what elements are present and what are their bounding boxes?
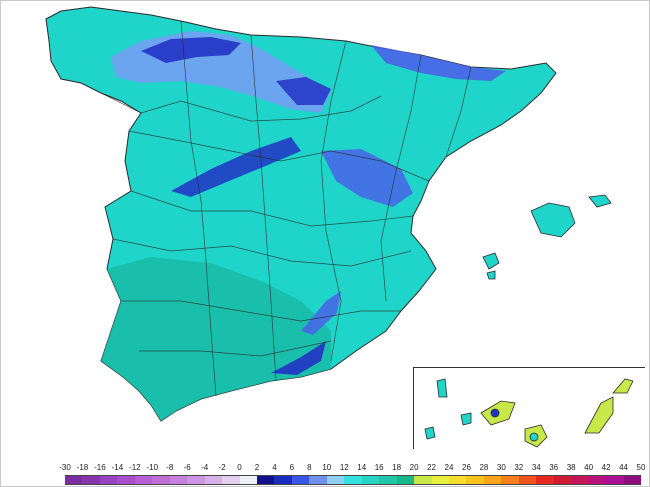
scale-swatch <box>204 476 223 484</box>
scale-tick-label: 10 <box>322 463 332 472</box>
scale-swatch <box>99 476 118 484</box>
scale-swatch <box>379 476 397 484</box>
scale-swatch <box>65 476 83 484</box>
scale-tick-label: -6 <box>183 463 191 472</box>
scale-swatch <box>326 476 345 484</box>
scale-tick-label: 44 <box>619 463 628 472</box>
scale-tick-label: -14 <box>111 463 124 472</box>
scale-swatch <box>291 476 310 484</box>
formentera-island <box>486 270 496 280</box>
scale-swatch <box>222 476 240 484</box>
scale-swatch <box>361 476 380 484</box>
menorca-island <box>588 194 612 208</box>
scale-swatch <box>134 476 153 484</box>
central-system-cold <box>171 137 301 197</box>
scale-tick-label: -30 <box>59 463 71 472</box>
scale-swatch <box>256 476 275 484</box>
scale-tick-label: -4 <box>201 463 209 472</box>
scale-swatch <box>396 476 415 484</box>
betic-cold <box>301 291 341 335</box>
mallorca-island <box>530 202 576 238</box>
map-canvas <box>45 6 634 448</box>
scale-swatch <box>518 476 537 484</box>
scale-tick-label: -8 <box>166 463 174 472</box>
scale-swatch <box>431 476 449 484</box>
cantabrian-deep-cold <box>141 37 241 63</box>
iberian-system-cold <box>321 149 413 207</box>
south-warm-zone <box>101 257 331 421</box>
canary-inset-frame <box>413 367 645 449</box>
canary-islands <box>424 378 634 448</box>
scale-tick-label: 14 <box>357 463 367 472</box>
scale-swatch <box>553 476 572 484</box>
scale-swatch <box>448 476 467 484</box>
scale-tick-label: 2 <box>254 463 260 472</box>
scale-tick-label: 12 <box>339 463 349 472</box>
scale-tick-label: 18 <box>392 463 402 472</box>
scale-tick-label: 8 <box>307 463 312 472</box>
scale-swatch <box>169 476 188 484</box>
province-borders <box>100 20 472 397</box>
scale-swatch <box>187 476 205 484</box>
ibiza-island <box>482 252 500 270</box>
scale-tick-label: 26 <box>462 463 471 472</box>
scale-tick-label: 24 <box>444 463 454 472</box>
scale-swatch <box>414 476 432 484</box>
scale-swatch <box>152 476 170 484</box>
scale-tick-label: -2 <box>218 463 226 472</box>
scale-tick-label: 42 <box>601 463 611 472</box>
scale-swatch <box>623 476 641 484</box>
scale-tick-label: 34 <box>531 463 541 472</box>
scale-tick-label: 22 <box>427 463 436 472</box>
scale-swatch <box>606 476 624 484</box>
scale-tick-label: -16 <box>94 463 106 472</box>
scale-tick-label: -12 <box>129 463 141 472</box>
scale-tick-label: 40 <box>584 463 594 472</box>
burgos-cold <box>276 77 331 105</box>
scale-tick-label: 36 <box>549 463 559 472</box>
color-scale-bar <box>65 475 641 485</box>
scale-tick-label: 50 <box>636 463 646 472</box>
scale-tick-label: 32 <box>514 463 524 472</box>
scale-swatch <box>501 476 519 484</box>
scale-tick-label: 20 <box>409 463 419 472</box>
scale-swatch <box>274 476 292 484</box>
scale-swatch <box>483 476 502 484</box>
scale-tick-label: -18 <box>76 463 89 472</box>
scale-tick-label: 30 <box>496 463 506 472</box>
sierra-nevada-cold <box>271 341 326 375</box>
scale-tick-label: 16 <box>374 463 384 472</box>
scale-swatch <box>239 476 257 484</box>
pyrenees-cold <box>371 45 506 81</box>
scale-swatch <box>82 476 100 484</box>
scale-swatch <box>571 476 589 484</box>
scale-swatch <box>588 476 607 484</box>
scale-swatch <box>309 476 327 484</box>
scale-tick-label: 6 <box>289 463 295 472</box>
scale-tick-label: 4 <box>272 463 277 472</box>
color-scale-labels: -30 -18 -16 -14 -12 -10 -8 -6 -4 -2 0 2 4 6 8 10 12 14 16 1… <box>59 463 645 475</box>
scale-swatch <box>344 476 362 484</box>
scale-swatch <box>466 476 484 484</box>
scale-swatch <box>536 476 554 484</box>
scale-tick-label: 28 <box>479 463 489 472</box>
scale-tick-label: 38 <box>566 463 576 472</box>
scale-tick-label: 0 <box>237 463 242 472</box>
scale-swatch <box>117 476 135 484</box>
scale-tick-label: -10 <box>146 463 159 472</box>
